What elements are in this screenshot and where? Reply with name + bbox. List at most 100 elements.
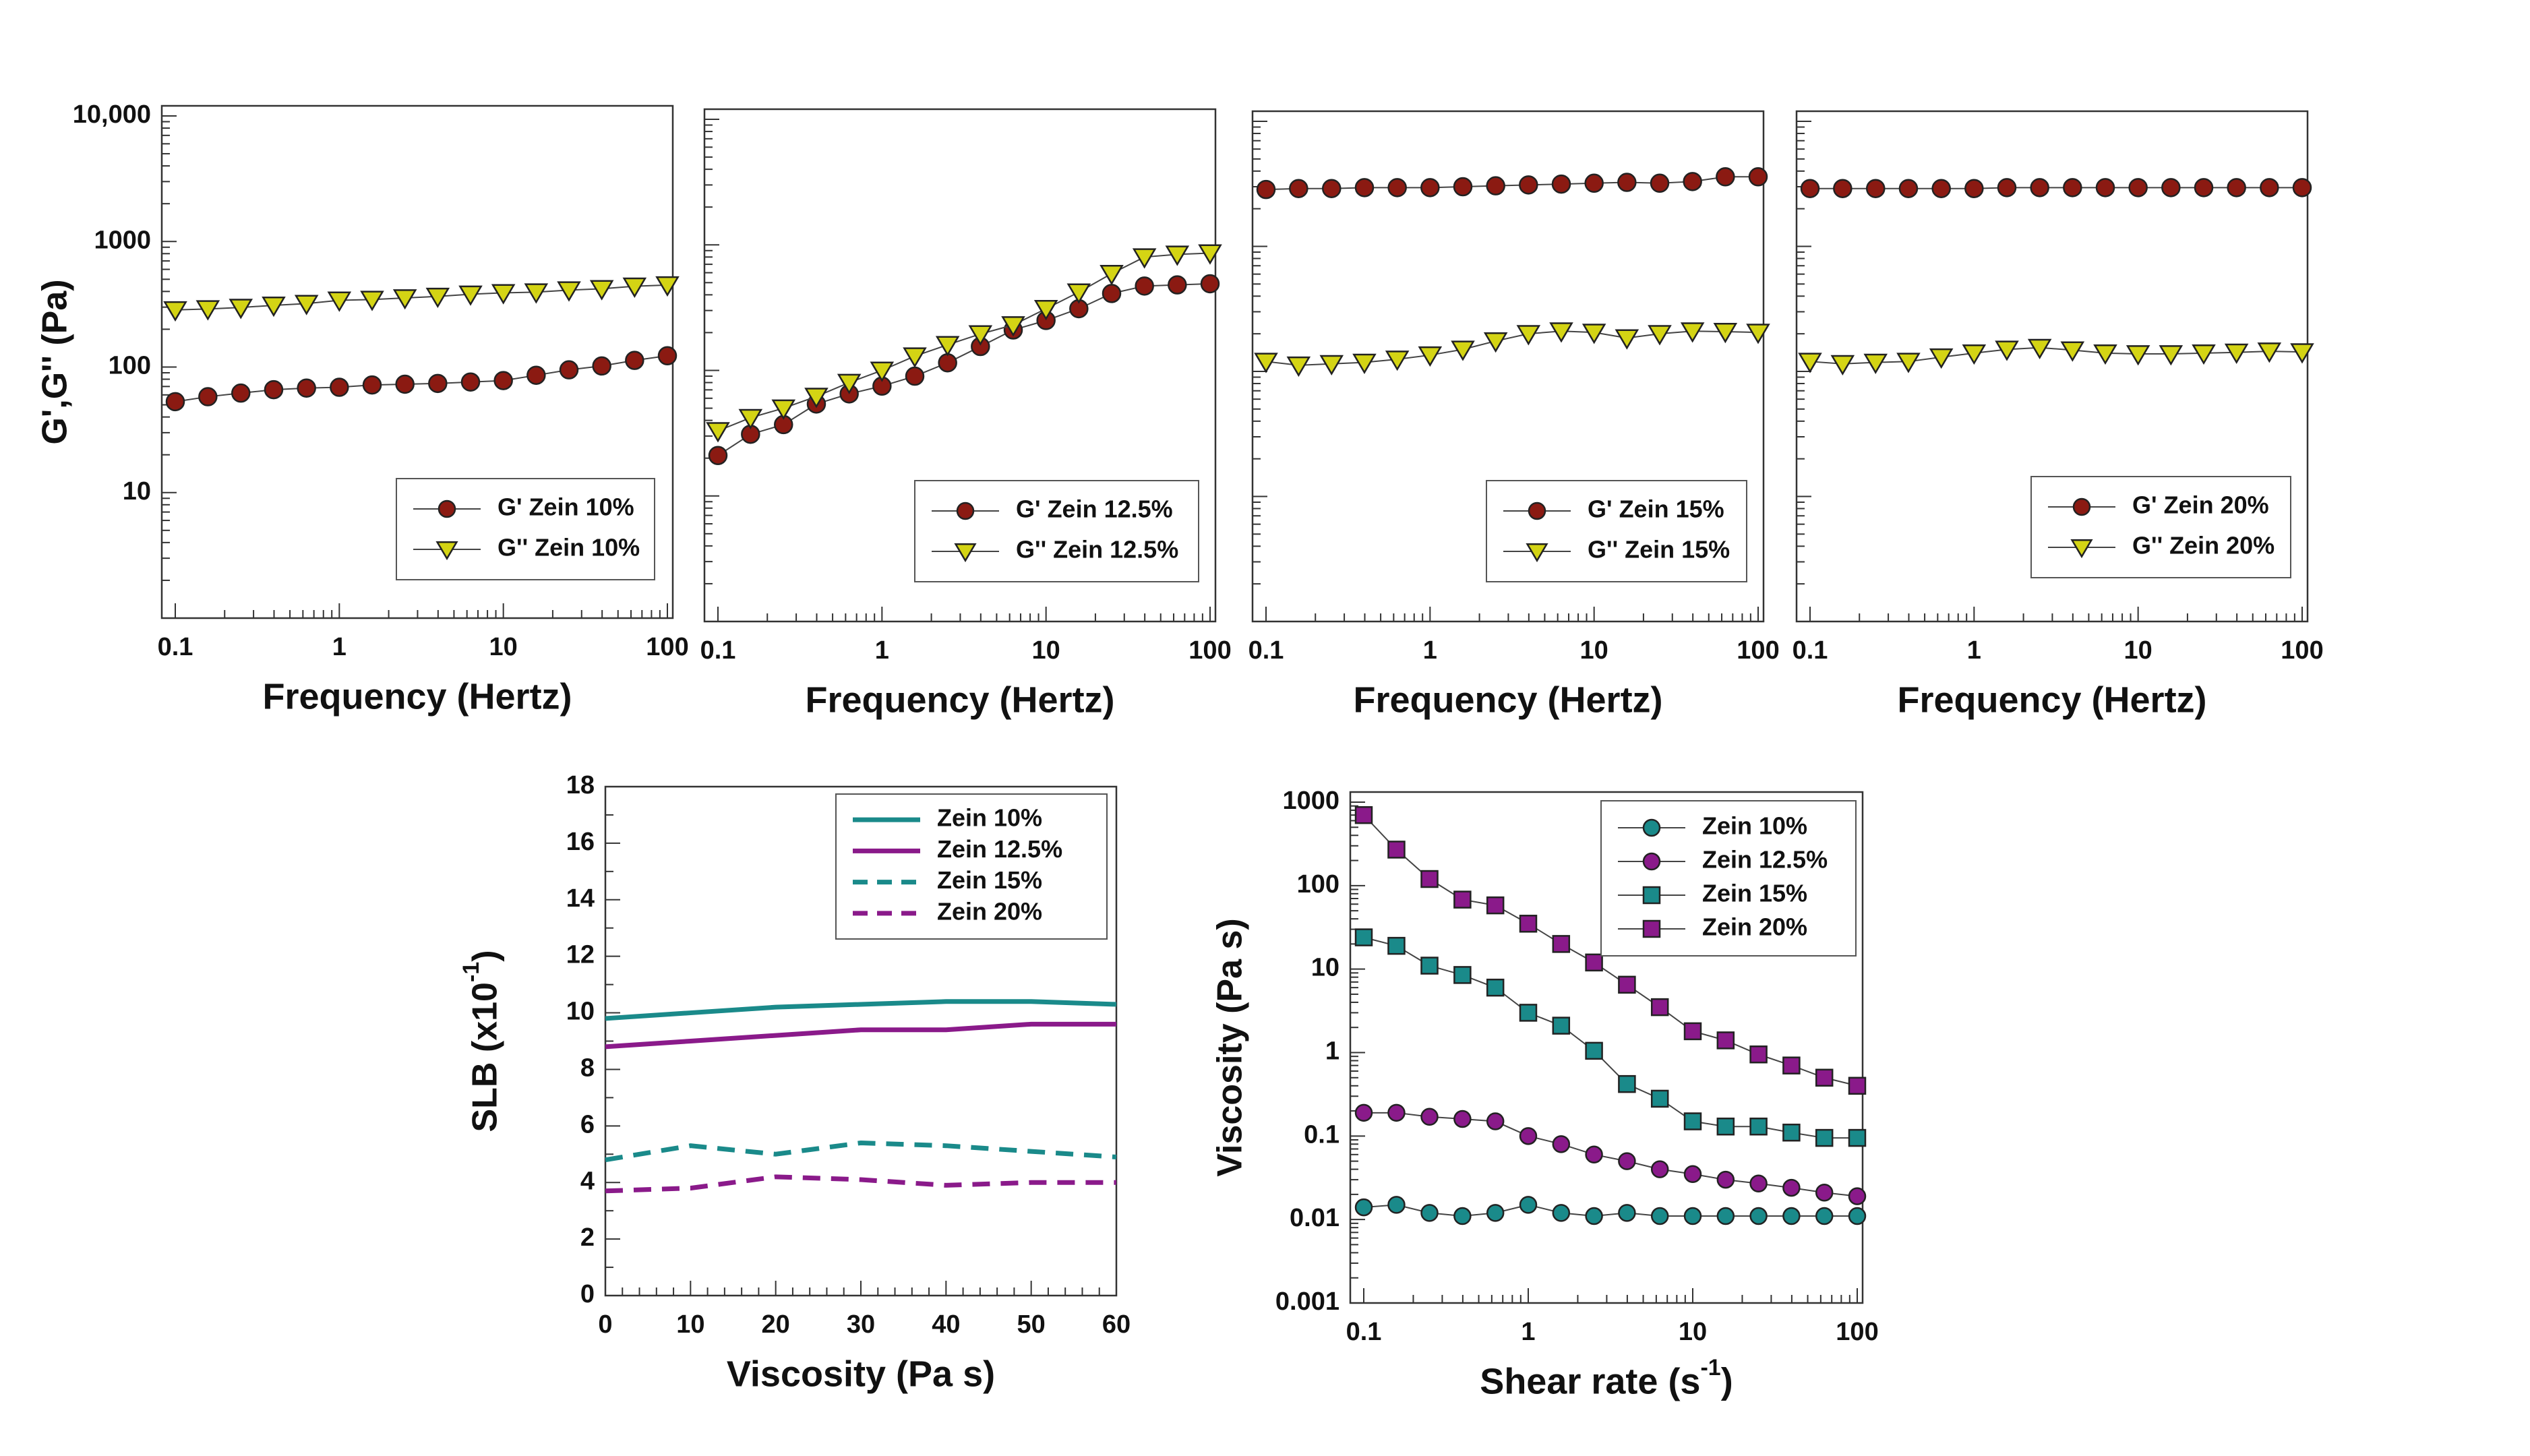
data-point: [655, 276, 680, 297]
data-point: [1453, 1110, 1472, 1128]
data-point: [2290, 343, 2314, 364]
data-point: [1585, 1207, 1603, 1225]
legend-marker: [2070, 539, 2093, 559]
data-point: [2257, 342, 2282, 363]
data-point: [2260, 178, 2279, 198]
legend: Zein 10% Zein 12.5% Zein 15% Zein 20%: [835, 793, 1108, 940]
data-point: [1618, 975, 1636, 994]
data-point: [1519, 1004, 1538, 1022]
data-point: [297, 378, 316, 398]
x-axis-title: Shear rate (s-1): [1480, 1355, 1733, 1401]
data-point: [1997, 178, 2017, 198]
legend-marker: [1642, 886, 1661, 905]
data-point: [903, 347, 927, 368]
y-tick-label: 12: [566, 941, 595, 969]
data-point: [1420, 957, 1439, 975]
data-point: [1848, 1207, 1867, 1225]
data-point: [1519, 915, 1538, 933]
data-point: [1033, 300, 1058, 321]
data-point: [1716, 1117, 1735, 1136]
x-tick-label: 20: [762, 1310, 790, 1339]
data-point: [1650, 173, 1670, 193]
data-point: [1549, 322, 1573, 343]
data-point: [460, 372, 481, 392]
y-tick-label: 10: [123, 477, 151, 506]
data-point: [1420, 1108, 1439, 1126]
x-tick-label: 0.1: [1248, 636, 1284, 665]
data-point: [1683, 172, 1702, 191]
data-point: [708, 446, 728, 465]
data-point: [1354, 806, 1373, 824]
x-tick-label: 0.1: [158, 633, 193, 661]
chart-p3: 0.1 1 10 100 Frequency (Hertz) G' Zein 15% G''…: [1248, 110, 1780, 720]
data-point: [1102, 284, 1122, 303]
data-point: [1418, 346, 1443, 367]
data-point: [1451, 340, 1475, 361]
x-tick-label: 10: [1679, 1318, 1707, 1346]
data-point: [1716, 1170, 1735, 1189]
data-point: [2030, 178, 2049, 198]
chart-p5: 0 10 20 30 40 50 60 0 2 4 6 8 10 12 14 16 18 Viscosity (P…: [458, 771, 1131, 1394]
data-point: [1354, 928, 1373, 946]
x-tick-label: 0.1: [1346, 1318, 1382, 1346]
data-point: [262, 297, 286, 317]
x-tick-label: 100: [646, 633, 688, 661]
data-point: [1800, 179, 1820, 198]
data-point: [2159, 345, 2183, 366]
data-point: [264, 380, 284, 400]
data-point: [1618, 1074, 1636, 1093]
x-tick-label: 10: [1032, 636, 1060, 665]
data-point: [1650, 1207, 1669, 1225]
x-tick-label: 10: [489, 633, 518, 661]
data-point: [2128, 178, 2148, 198]
data-point: [1650, 1089, 1669, 1108]
data-point: [2161, 178, 2181, 198]
x-tick-label: 0.1: [700, 636, 736, 665]
data-point: [589, 280, 614, 301]
series-line: [605, 1021, 1116, 1050]
data-point: [1552, 1017, 1571, 1035]
data-point: [1863, 353, 1888, 374]
data-point: [935, 336, 960, 357]
y-tick-label: 100: [109, 352, 151, 380]
data-point: [1898, 179, 1919, 198]
data-point: [1617, 173, 1637, 192]
legend: G' Zein 20% G'' Zein 20%: [2030, 476, 2291, 578]
series-line: [605, 1174, 1116, 1194]
data-point: [1782, 1178, 1801, 1197]
data-point: [905, 366, 925, 386]
x-tick-label: 100: [1737, 636, 1779, 665]
data-point: [804, 388, 829, 408]
series-line: [1363, 1204, 1857, 1217]
data-point: [198, 387, 218, 406]
series-line: [1265, 330, 1759, 366]
data-point: [1483, 332, 1508, 353]
data-point: [1582, 324, 1606, 344]
x-tick-label: 10: [1580, 636, 1608, 665]
data-point: [1132, 248, 1157, 269]
x-tick-label: 1: [875, 636, 889, 665]
data-point: [1848, 1076, 1867, 1095]
data-point: [1866, 179, 1886, 198]
data-point: [1618, 1152, 1636, 1170]
data-point: [870, 361, 895, 382]
x-tick-label: 40: [932, 1310, 960, 1339]
data-point: [330, 377, 349, 397]
data-point: [771, 399, 796, 420]
legend-marker: [956, 502, 975, 520]
data-point: [231, 383, 251, 403]
data-point: [1354, 178, 1375, 198]
data-point: [2192, 344, 2216, 365]
y-tick-label: 0: [580, 1280, 595, 1308]
data-point: [1782, 1123, 1801, 1142]
y-tick-label: 14: [566, 884, 595, 913]
legend-label: Zein 12.5%: [937, 835, 1062, 863]
x-axis-title: Frequency (Hertz): [1353, 679, 1662, 720]
y-tick-label: 1000: [1282, 787, 1339, 815]
data-point: [1896, 353, 1921, 373]
data-point: [1585, 953, 1603, 972]
data-point: [1420, 870, 1439, 888]
data-point: [1833, 179, 1853, 198]
x-tick-label: 1: [1967, 636, 1981, 665]
